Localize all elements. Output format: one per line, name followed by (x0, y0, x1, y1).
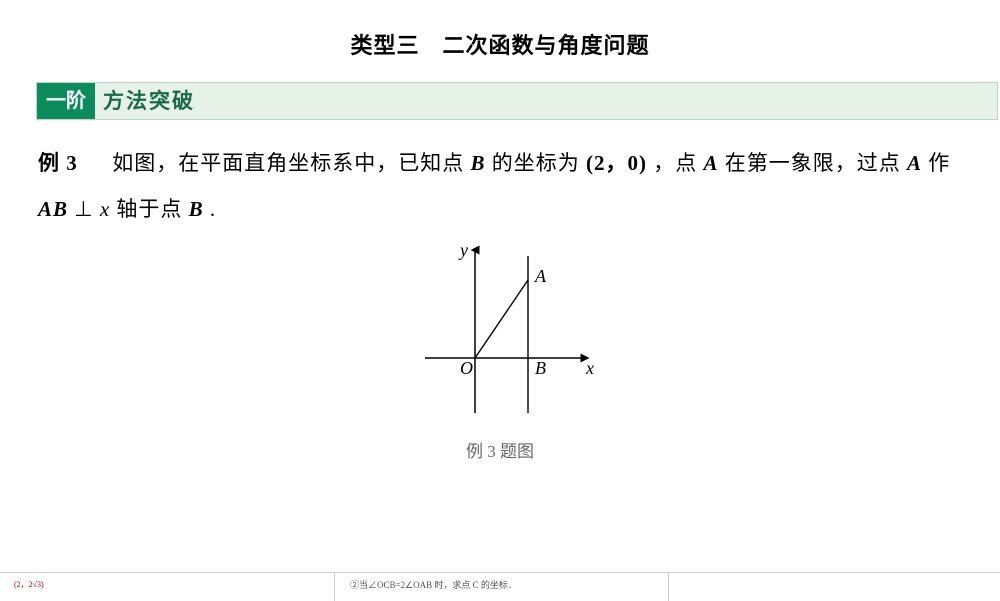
problem-label: 例 3 (38, 151, 78, 175)
problem-text: 例 3 如图，在平面直角坐标系中，已知点 B 的坐标为 (2，0) ，点 A 在… (38, 140, 962, 232)
section-bar: 一阶 方法突破 (36, 82, 998, 120)
section-level-tag: 一阶 (37, 83, 95, 119)
point-A: A (704, 151, 719, 175)
footer-thumb-left: (2，2√3) (14, 575, 44, 599)
thumbnail-footer: (2，2√3) ②当∠OCB=2∠OAB 时，求点 C 的坐标． (0, 572, 1000, 600)
footer-left-frac: (2，2√3) (14, 575, 44, 595)
figure-container: y x O A B 例 3 题图 (0, 238, 1000, 462)
axis-label-y: y (458, 240, 468, 260)
problem-t3: ，点 (653, 151, 703, 175)
problem-t4: 在第一象限，过点 (725, 151, 907, 175)
origin-label: O (460, 358, 473, 378)
axis-label-x: x (585, 358, 594, 378)
footer-thumb-center: ②当∠OCB=2∠OAB 时，求点 C 的坐标． (350, 575, 517, 599)
problem-t2: 的坐标为 (492, 151, 580, 175)
perp-symbol: ⊥ (74, 197, 93, 221)
point-B2: B (189, 197, 204, 221)
coord-B: (2，0) (586, 151, 647, 175)
x-axis-label: x (100, 197, 110, 221)
problem-t1: 如图，在平面直角坐标系中，已知点 (112, 151, 470, 175)
point-A2: A (907, 151, 922, 175)
point-label-B: B (535, 358, 546, 378)
segment-AB: AB (38, 197, 68, 221)
problem-t5: 作 (928, 151, 950, 175)
point-B: B (471, 151, 486, 175)
footer-divider (334, 573, 335, 601)
coordinate-figure: y x O A B (400, 238, 600, 428)
section-title: 方法突破 (103, 83, 997, 119)
footer-divider (668, 573, 669, 601)
problem-t7: 轴于点 (116, 197, 188, 221)
page-title: 类型三 二次函数与角度问题 (0, 0, 1000, 60)
point-label-A: A (534, 266, 547, 286)
problem-t8: . (210, 197, 216, 221)
figure-caption: 例 3 题图 (0, 437, 1000, 462)
